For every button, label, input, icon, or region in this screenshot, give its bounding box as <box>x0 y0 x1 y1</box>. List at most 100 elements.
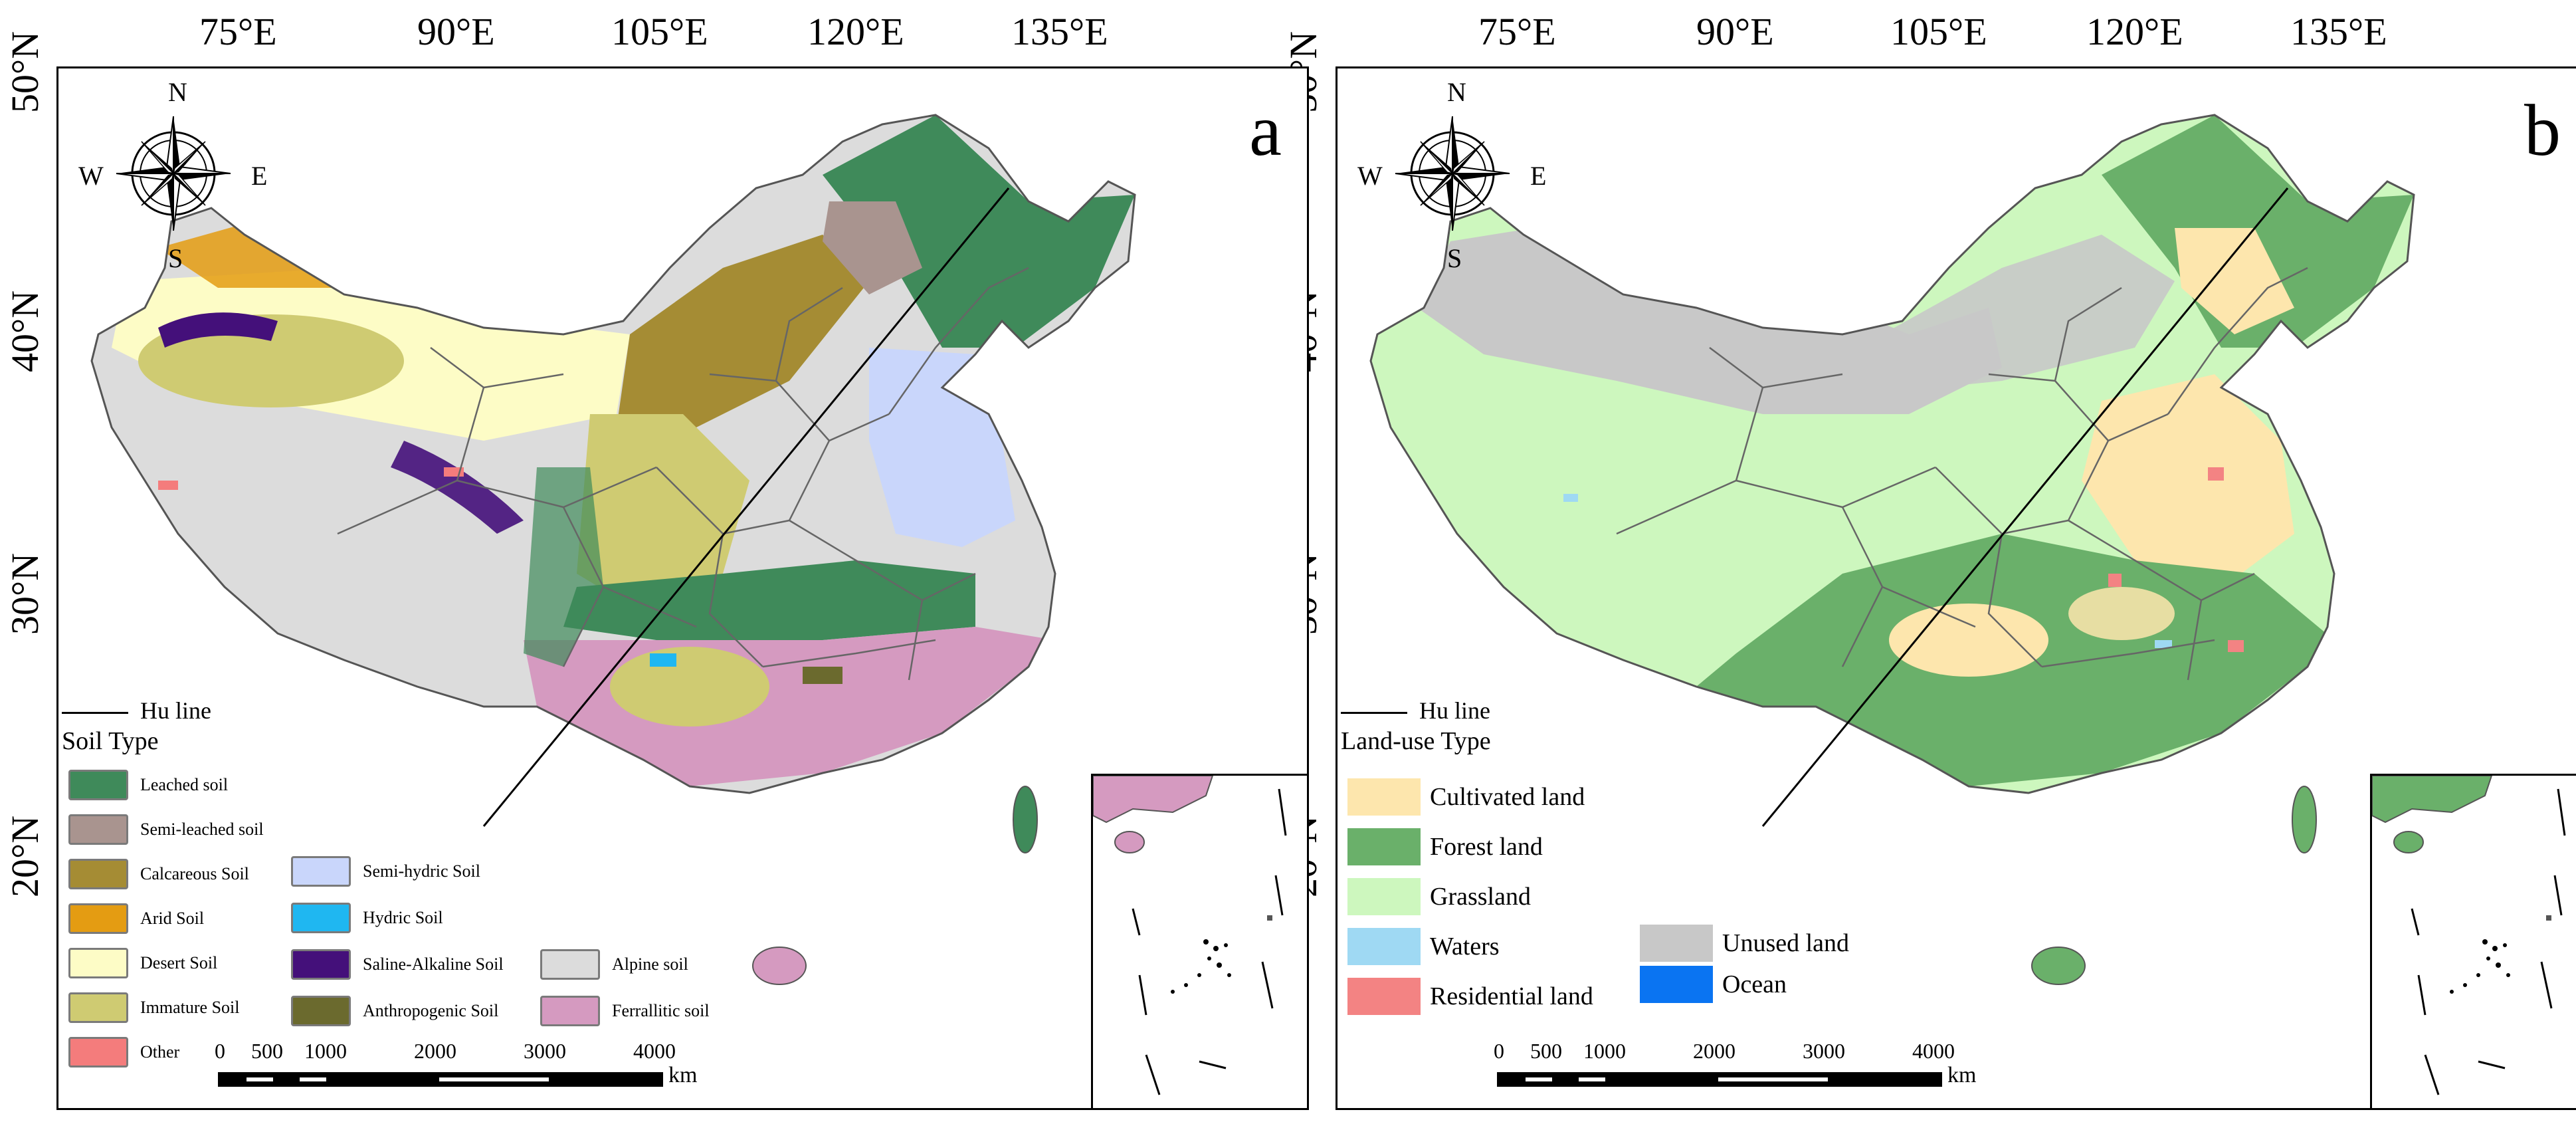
lon-label-90e-b: 90°E <box>1696 10 1774 53</box>
scale-bar-segment <box>439 1077 549 1081</box>
scale-tick-label: 2000 <box>1693 1039 1735 1063</box>
legend-item-other: Other <box>68 1037 179 1067</box>
waters-patch <box>1563 494 1578 502</box>
compass-south-label: S <box>1447 243 1462 273</box>
immature-soil-sichuan <box>610 647 769 727</box>
scale-tick-label: 3000 <box>1803 1039 1845 1063</box>
scale-unit-label: km <box>1947 1063 1977 1087</box>
cultivated-land-sichuan <box>1889 604 2048 677</box>
leached-soil-central <box>563 560 975 640</box>
legend-label: Desert Soil <box>140 953 218 972</box>
panel-letter-a: a <box>1249 90 1282 171</box>
legend-item-desert-soil: Desert Soil <box>68 948 217 978</box>
leached-soil-hengduan <box>524 467 603 667</box>
land-use-map-graphic <box>1369 114 2415 985</box>
anthropogenic-soil-patch <box>803 667 842 684</box>
hu-line-legend: Hu line <box>62 697 211 725</box>
legend-item-ferrallitic-soil: Ferrallitic soil <box>540 996 710 1026</box>
legend-label: Forest land <box>1430 833 1543 861</box>
cultivated-land-north-plain <box>2082 374 2294 574</box>
scale-tick-label: 4000 <box>633 1039 676 1063</box>
legend-swatch <box>540 996 600 1026</box>
inset-map-graphic <box>2371 775 2566 1095</box>
soil-legend-title: Soil Type <box>62 727 159 755</box>
legend-label: Ocean <box>1722 970 1787 998</box>
lat-label-20n: 20°N <box>3 815 47 897</box>
scale-tick-label: 500 <box>1530 1039 1562 1063</box>
scale-tick-label: 3000 <box>524 1039 566 1063</box>
hainan-island <box>752 947 807 985</box>
lon-label-90e: 90°E <box>417 10 495 53</box>
inset-map-graphic <box>1092 775 1287 1095</box>
hu-line-legend-label: Hu line <box>140 697 211 724</box>
scale-tick-label: 1000 <box>1583 1039 1626 1063</box>
legend-swatch <box>1640 925 1713 962</box>
legend-label: Hydric Soil <box>363 908 443 927</box>
compass-west-label: W <box>1357 161 1383 191</box>
legend-label: Alpine soil <box>612 954 688 974</box>
compass-north-label: N <box>1447 77 1466 107</box>
scale-tick-label: 4000 <box>1912 1039 1955 1063</box>
compass-east-label: E <box>251 161 268 191</box>
ferrallitic-soil-region <box>524 627 1055 786</box>
legend-swatch <box>1347 778 1421 816</box>
hu-line-legend-symbol <box>62 712 128 715</box>
legend-item-semi-hydric-soil: Semi-hydric Soil <box>291 856 480 887</box>
lon-label-120e-b: 120°E <box>2086 10 2183 53</box>
soil-map-graphic <box>90 114 1136 985</box>
legend-item-semi-leached-soil: Semi-leached soil <box>68 814 264 845</box>
hu-line <box>482 187 1010 827</box>
legend-label: Cultivated land <box>1430 783 1585 811</box>
legend-label: Waters <box>1430 933 1500 960</box>
hu-line <box>1761 187 2289 827</box>
legend-label: Semi-hydric Soil <box>363 861 480 881</box>
semi-hydric-soil-region <box>869 348 1015 547</box>
lon-label-75e-b: 75°E <box>1478 10 1556 53</box>
semi-leached-soil-region <box>823 201 922 294</box>
legend-swatch <box>68 948 128 978</box>
lon-label-120e: 120°E <box>807 10 904 53</box>
lon-label-105e: 105°E <box>611 10 708 53</box>
legend-item-grassland: Grassland <box>1347 878 1531 915</box>
legend-label: Unused land <box>1722 929 1850 957</box>
taiwan-island <box>2292 786 2317 853</box>
lon-label-75e: 75°E <box>199 10 277 53</box>
immature-soil-loess <box>577 414 749 614</box>
scale-bar <box>1497 1072 1942 1087</box>
south-china-sea-inset <box>2370 774 2576 1108</box>
legend-swatch <box>291 856 351 887</box>
unused-land-gobi <box>1882 235 2175 388</box>
legend-item-forest-land: Forest land <box>1347 828 1543 865</box>
hu-line-legend-label: Hu line <box>1419 697 1490 724</box>
legend-item-calcareous-soil: Calcareous Soil <box>68 859 249 889</box>
saline-alkaline-qaidam <box>391 441 524 534</box>
unused-land-region <box>1417 215 2002 414</box>
compass-west-label: W <box>78 161 104 191</box>
scale-bar-segment <box>300 1077 326 1081</box>
legend-swatch <box>291 903 351 933</box>
legend-item-anthropogenic-soil: Anthropogenic Soil <box>291 996 498 1026</box>
legend-item-arid-soil: Arid Soil <box>68 903 204 934</box>
land-use-legend-title: Land-use Type <box>1341 727 1491 755</box>
legend-label: Leached soil <box>140 775 229 794</box>
compass-south-label: S <box>168 243 183 273</box>
hydric-soil-patch <box>650 653 676 667</box>
legend-item-immature-soil: Immature Soil <box>68 992 239 1023</box>
legend-swatch <box>1347 878 1421 915</box>
scale-bar-segment <box>1526 1077 1552 1081</box>
legend-label: Immature Soil <box>140 998 240 1017</box>
legend-swatch <box>291 996 351 1026</box>
lat-label-40n: 40°N <box>3 290 47 372</box>
hu-line-legend: Hu line <box>1341 697 1490 725</box>
hu-line-legend-symbol <box>1341 712 1407 715</box>
hainan-island <box>2031 947 2086 985</box>
legend-item-waters: Waters <box>1347 928 1500 965</box>
lon-label-105e-b: 105°E <box>1890 10 1987 53</box>
legend-label: Residential land <box>1430 982 1593 1010</box>
scale-bar-segment <box>1579 1077 1605 1081</box>
taiwan-island <box>1013 786 1038 853</box>
compass-north-label: N <box>168 77 187 107</box>
legend-swatch <box>1347 828 1421 865</box>
scale-bar-segment <box>247 1077 273 1081</box>
panel-letter-b: b <box>2524 90 2561 171</box>
